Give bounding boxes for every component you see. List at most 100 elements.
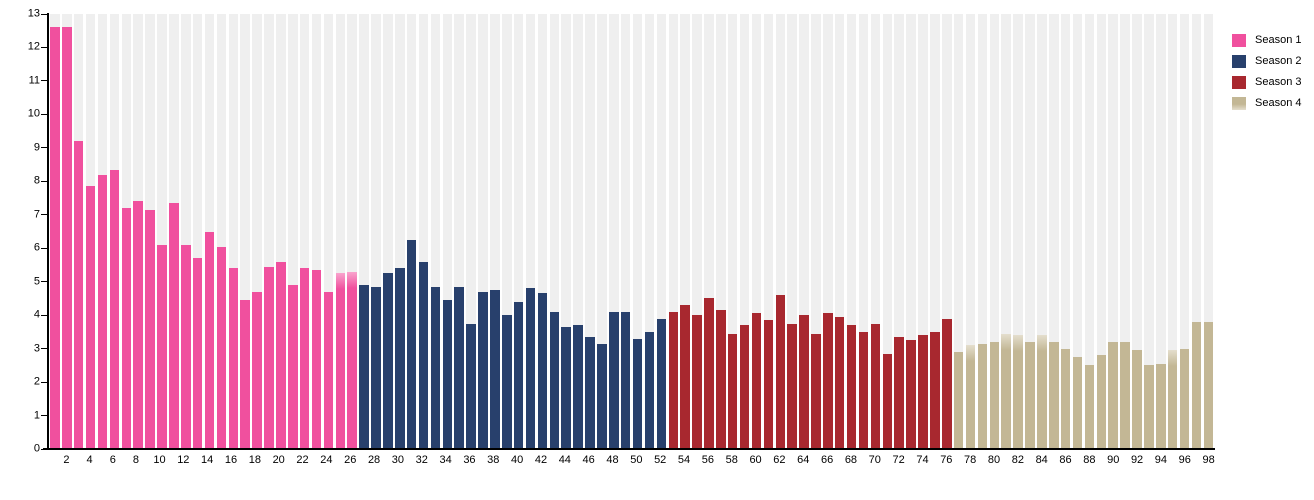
bar-slot-episode-3 [73,14,84,449]
x-label-cell-39 [499,454,511,466]
bar-episode-93-season-4 [1144,365,1154,449]
x-label-cell-80: 80 [987,454,1001,466]
bar-episode-50-season-2 [632,338,643,449]
x-label-cell-12: 12 [177,454,190,466]
bar-episode-47-season-2 [597,343,607,449]
bar-episode-84-season-4 [1037,335,1047,449]
x-label-cell-24: 24 [320,454,333,466]
y-tick-label-8: 8 [33,174,40,187]
y-tick-label-1: 1 [33,409,40,422]
bar-slot-episode-14 [204,14,215,449]
bar-slot-episode-97 [1191,14,1202,449]
x-label-cell-6: 6 [109,454,116,466]
x-label-cell-87 [1072,454,1084,466]
bar-episode-32-season-2 [418,261,429,449]
bar-episode-8-season-1 [133,201,143,449]
x-label-cell-92: 92 [1130,454,1144,466]
bar-slot-episode-37 [478,14,488,449]
bar-slot-episode-5 [97,14,108,449]
bar-slot-episode-58 [727,14,738,449]
x-label-cell-94: 94 [1154,454,1168,466]
x-label-cell-38: 38 [487,454,500,466]
bar-episode-74-season-3 [918,335,928,449]
bar-episode-81-season-4 [1001,333,1011,449]
bar-episode-24-season-1 [323,291,334,449]
bar-slot-episode-77 [953,14,964,449]
bar-episode-80-season-4 [989,341,1000,449]
bar-slot-episode-20 [276,14,286,449]
bar-episode-70-season-3 [870,323,881,449]
legend-swatch-season-4 [1232,97,1246,110]
bar-episode-86-season-4 [1060,348,1071,449]
bar-slot-episode-22 [299,14,310,449]
bar-slot-episode-88 [1084,14,1095,449]
bar-episode-3-season-1 [73,141,84,449]
bar-slot-episode-60 [751,14,762,449]
bar-slot-episode-21 [288,14,298,449]
x-label-cell-37 [476,454,488,466]
x-label-cell-8: 8 [132,454,140,466]
y-tick-label-3: 3 [33,342,40,355]
bar-slot-episode-40 [513,14,524,449]
x-label-cell-25 [333,454,345,466]
bar-slot-episode-16 [228,14,239,449]
bar-episode-13-season-1 [192,258,203,449]
x-label-cell-97 [1191,454,1203,466]
bar-slot-episode-24 [323,14,334,449]
bar-slot-episode-93 [1144,14,1154,449]
bar-episode-39-season-2 [502,315,512,449]
bar-slot-episode-72 [894,14,904,449]
legend-item-season-3: Season 3 [1232,72,1301,93]
y-tick-label-12: 12 [27,40,40,53]
bar-slot-episode-96 [1179,14,1190,449]
x-label-cell-17 [237,454,249,466]
bar-slot-episode-13 [192,14,203,449]
x-label-cell-43 [547,454,559,466]
x-label-cell-81 [1000,454,1012,466]
bar-slot-episode-69 [858,14,869,449]
bar-slot-episode-98 [1203,14,1214,449]
x-label-cell-44: 44 [558,454,571,466]
y-tick-label-13: 13 [27,7,40,20]
x-label-cell-1 [49,454,61,466]
bar-episode-35-season-2 [454,286,464,449]
bar-episode-90-season-4 [1108,341,1118,449]
bar-slot-episode-90 [1108,14,1118,449]
x-label-cell-15 [213,454,225,466]
bar-episode-23-season-1 [311,269,322,449]
bar-episode-91-season-4 [1120,341,1130,449]
y-tick-label-0: 0 [33,442,40,455]
bar-slots [49,14,1215,449]
x-label-cell-68: 68 [844,454,858,466]
bar-episode-43-season-2 [549,311,560,449]
x-label-cell-93 [1143,454,1155,466]
bar-slot-episode-59 [739,14,750,449]
bar-slot-episode-1 [50,14,60,449]
bar-slot-episode-68 [846,14,857,449]
y-tick-label-10: 10 [27,107,40,120]
bar-slot-episode-94 [1156,14,1166,449]
x-label-cell-77 [952,454,964,466]
legend-item-season-1: Season 1 [1232,30,1301,51]
y-tick-label-11: 11 [28,74,40,87]
bar-slot-episode-64 [799,14,809,449]
y-tick-label-5: 5 [33,275,40,288]
y-tick-7 [41,214,47,216]
bar-slot-episode-39 [502,14,512,449]
bar-slot-episode-51 [644,14,655,449]
x-label-cell-54: 54 [677,454,691,466]
bar-slot-episode-62 [775,14,786,449]
bar-episode-27-season-2 [359,285,369,449]
bar-slot-episode-81 [1001,14,1011,449]
x-label-cell-26: 26 [344,454,357,466]
x-label-cell-56: 56 [701,454,714,466]
bar-slot-episode-46 [585,14,595,449]
bar-episode-41-season-2 [525,288,536,449]
bar-slot-episode-41 [525,14,536,449]
x-label-cell-19 [261,454,273,466]
bar-episode-61-season-3 [763,320,774,449]
bar-slot-episode-52 [656,14,667,449]
legend-label-season-4: Season 4 [1255,97,1302,109]
bar-slot-episode-55 [692,14,702,449]
x-label-cell-76: 76 [940,454,953,466]
